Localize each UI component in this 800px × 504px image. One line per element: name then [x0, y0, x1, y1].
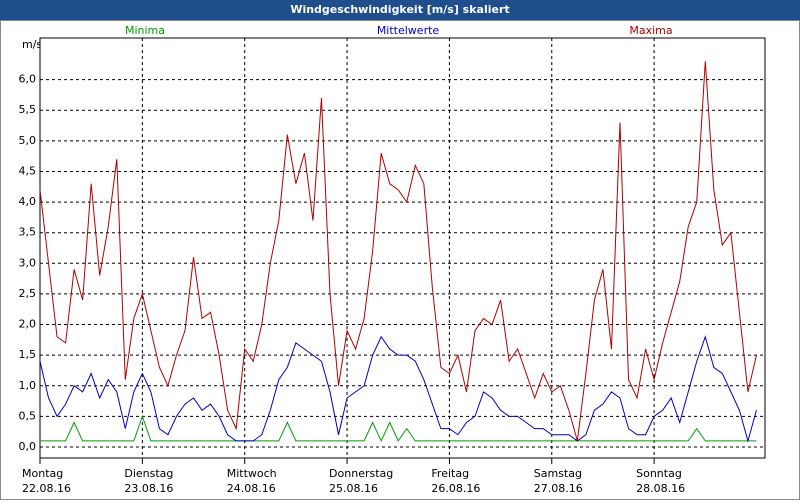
- legend-entry: Minima: [125, 24, 165, 37]
- y-tick-label: 5,5: [19, 103, 37, 116]
- y-tick-label: 6,0: [19, 73, 37, 86]
- x-tick-label: Samstag: [534, 467, 582, 480]
- x-tick-date: 28.08.16: [636, 482, 685, 495]
- legend-entry: Mittelwerte: [377, 24, 440, 37]
- y-tick-label: 2,5: [19, 287, 37, 300]
- x-tick-label: Freitag: [431, 467, 469, 480]
- plot-area: [39, 37, 766, 459]
- x-tick-label: Dienstag: [124, 467, 173, 480]
- x-tick-label: Sonntag: [636, 467, 682, 480]
- chart-title: Windgeschwindigkeit [m/s] skaliert: [290, 3, 509, 16]
- y-tick-label: 1,0: [19, 379, 37, 392]
- y-tick-label: 3,5: [19, 226, 37, 239]
- y-tick-label: 0,0: [19, 440, 37, 453]
- y-axis-label: m/s: [22, 38, 42, 51]
- x-tick-label: Donnerstag: [329, 467, 393, 480]
- y-tick-label: 4,0: [19, 195, 37, 208]
- x-tick-date: 22.08.16: [22, 482, 71, 495]
- series-line: [39, 335, 757, 443]
- x-tick-label: Mittwoch: [227, 467, 277, 480]
- x-tick-date: 26.08.16: [431, 482, 480, 495]
- series-line: [40, 414, 757, 443]
- x-tick-date: 24.08.16: [227, 482, 276, 495]
- x-tick-date: 27.08.16: [534, 482, 583, 495]
- legend-entry: Maxima: [629, 24, 672, 37]
- series-line: [39, 61, 757, 441]
- x-tick-label: Montag: [22, 467, 63, 480]
- y-tick-label: 3,0: [19, 256, 37, 269]
- y-tick-label: 1,5: [19, 348, 37, 361]
- x-tick-date: 23.08.16: [124, 482, 173, 495]
- y-tick-label: 4,5: [19, 164, 37, 177]
- title-bar: [0, 0, 800, 20]
- y-tick-label: 0,5: [19, 409, 37, 422]
- x-tick-date: 25.08.16: [329, 482, 378, 495]
- y-tick-label: 2,0: [19, 318, 37, 331]
- y-tick-label: 5,0: [19, 134, 37, 147]
